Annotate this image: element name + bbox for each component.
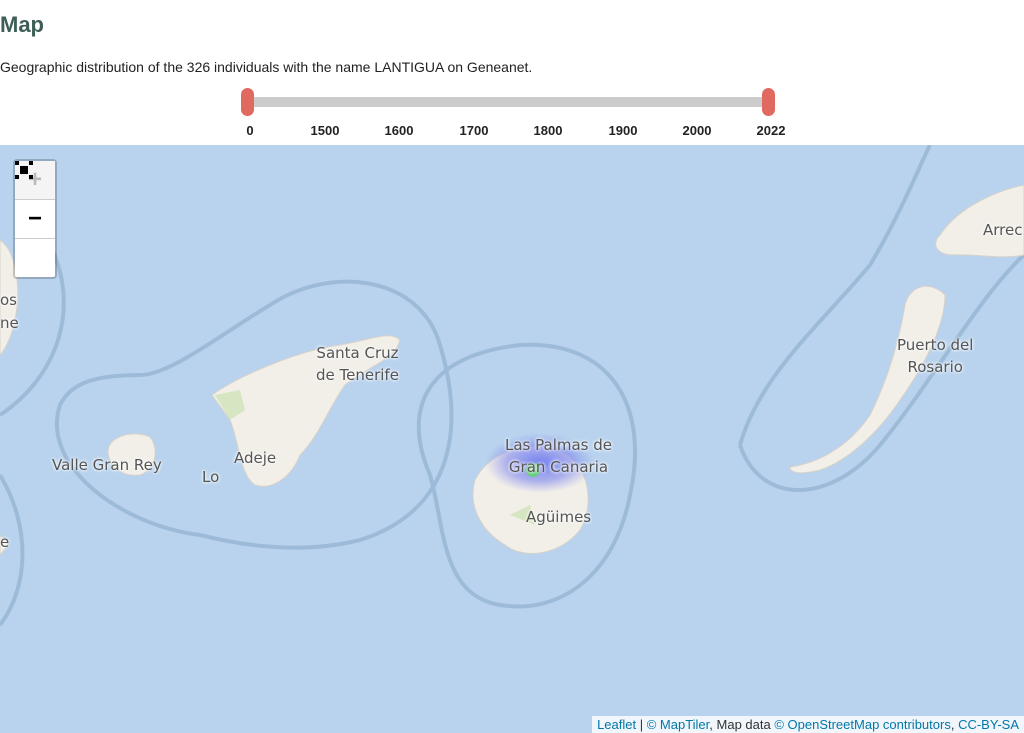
label-valle-gran-rey: Valle Gran Rey [52,456,162,474]
label-aguimes: Agüimes [526,508,592,526]
label-partial-ne: ne [0,314,19,332]
label-adeje: Adeje [234,449,277,467]
separator: , [950,717,959,732]
slider-tick: 1800 [533,123,563,138]
heatmap-core [526,463,540,477]
maptiler-link[interactable]: © MapTiler [646,717,710,732]
separator: | [636,717,647,732]
zoom-out-button[interactable]: − [15,200,55,239]
slider-tick: 1900 [608,123,638,138]
slider-tick: 2022 [756,123,786,138]
label-las-palmas: Las Palmas de [505,436,612,454]
fullscreen-button[interactable] [15,161,55,277]
slider-tick: 1700 [459,123,489,138]
map-label: Puerto del Rosario [897,334,973,378]
label-santa-cruz: Santa Cruz [316,344,399,362]
map-label: Las Palmas de Gran Canaria [505,434,612,478]
heatmap-blob [485,433,595,493]
label-puerto: Puerto del [897,336,974,354]
label-partial-e: e [0,533,10,551]
slider-tick: 1600 [384,123,414,138]
slider-tick: 0 [246,123,254,138]
osm-link[interactable]: © OpenStreetMap contributors [774,717,951,732]
label-rosario: Rosario [907,358,963,376]
label-lo: Lo [202,468,220,486]
zoom-control: + − [13,159,57,279]
slider-handle-start[interactable] [241,88,254,116]
leaflet-link[interactable]: Leaflet [597,717,637,732]
license-link[interactable]: CC-BY-SA [958,717,1019,732]
fullscreen-icon [15,161,33,179]
slider-tick: 2000 [682,123,712,138]
year-slider-track[interactable] [247,97,768,107]
label-gran-canaria: Gran Canaria [508,458,609,476]
slider-tick: 1500 [310,123,340,138]
attribution: Leaflet | © MapTiler, Map data © OpenStr… [592,716,1024,733]
page-title: Map [0,12,44,37]
map-label: Santa Cruz de Tenerife [316,342,399,386]
map[interactable]: Santa Cruz de Tenerife Valle Gran Rey Lo … [0,145,1024,733]
label-partial-os: os [0,291,17,309]
slider-handle-end[interactable] [762,88,775,116]
label-arrecife: Arreci [983,221,1024,239]
map-tiles [0,145,1024,627]
label-tenerife: de Tenerife [316,366,399,384]
map-data-text: , Map data [709,717,775,732]
description: Geographic distribution of the 326 indiv… [0,59,533,75]
